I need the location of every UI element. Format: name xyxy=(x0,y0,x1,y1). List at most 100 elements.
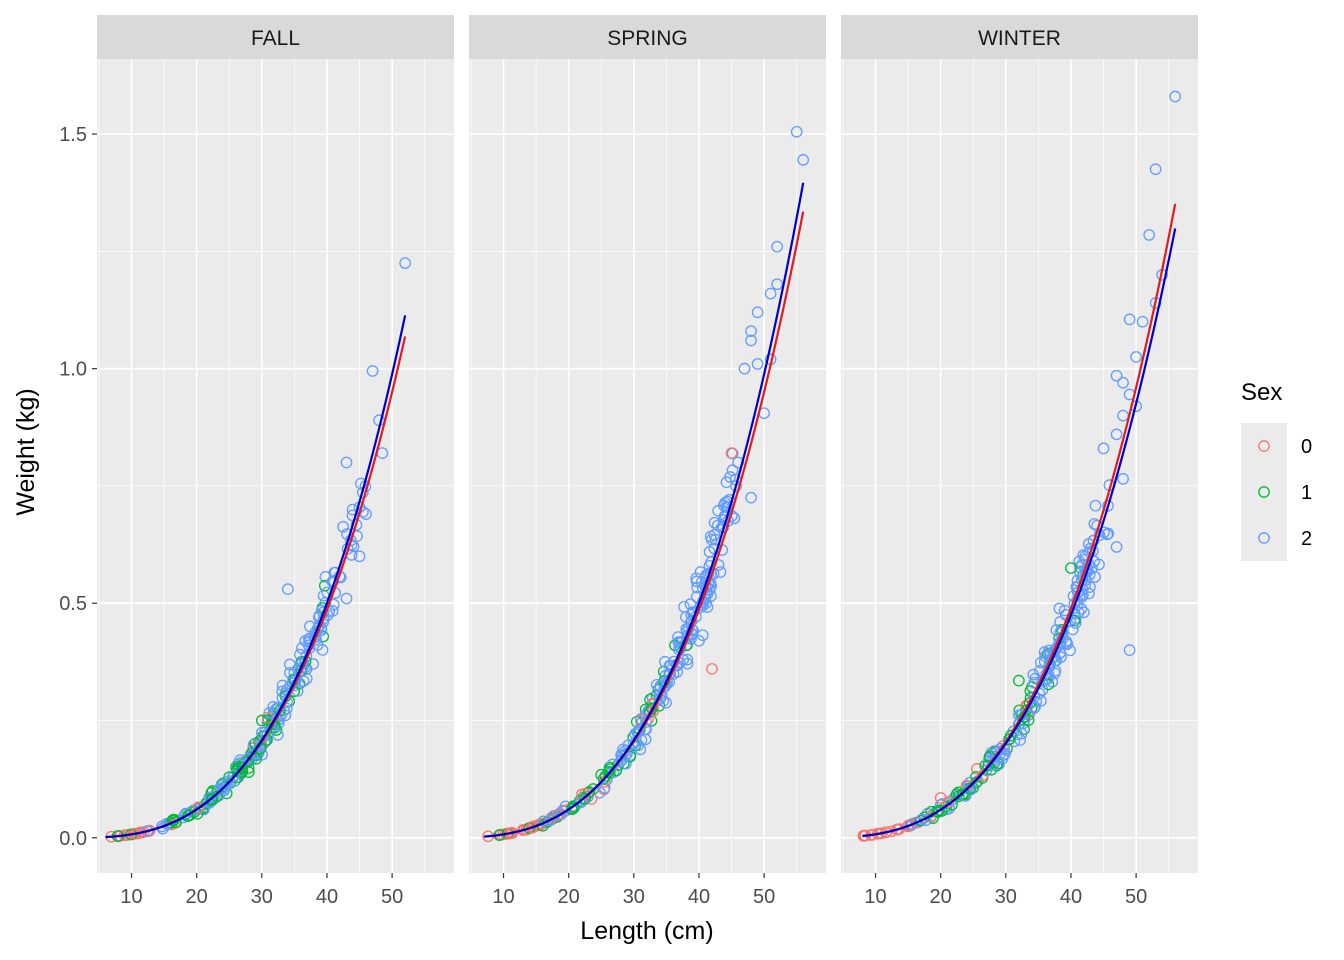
data-point xyxy=(1075,603,1088,615)
data-point xyxy=(526,821,538,834)
data-point xyxy=(156,820,168,833)
data-point xyxy=(1117,473,1129,485)
data-point xyxy=(1149,163,1162,176)
data-point xyxy=(708,529,721,541)
data-point xyxy=(751,306,764,319)
panel-spring: SPRING 10 20 30 40 50 xyxy=(469,15,826,908)
data-point xyxy=(764,287,777,300)
data-point xyxy=(1035,695,1047,707)
data-point xyxy=(1117,376,1129,389)
data-point xyxy=(294,648,306,661)
data-point xyxy=(932,806,944,818)
data-point xyxy=(963,782,976,795)
data-point xyxy=(1083,587,1095,600)
data-point xyxy=(399,257,411,269)
data-point xyxy=(631,726,644,739)
fit-line-blue xyxy=(483,182,805,838)
data-point xyxy=(635,734,648,747)
data-point xyxy=(1123,644,1136,656)
data-point xyxy=(659,655,671,668)
data-point xyxy=(751,358,764,370)
x-tick-label: 20 xyxy=(186,886,208,908)
x-tick-label: 10 xyxy=(864,886,886,908)
legend-label: 0 xyxy=(1301,436,1312,458)
data-point xyxy=(1110,369,1123,382)
data-point xyxy=(1130,351,1142,363)
data-point xyxy=(693,634,705,647)
data-point xyxy=(1084,581,1096,593)
data-point xyxy=(577,794,590,806)
x-tick-label: 40 xyxy=(316,886,338,908)
x-tick-label: 20 xyxy=(558,886,580,908)
data-point xyxy=(1042,678,1055,691)
data-point xyxy=(579,792,591,805)
data-point xyxy=(1015,727,1028,740)
data-point xyxy=(553,807,566,820)
data-point xyxy=(204,792,217,804)
data-point xyxy=(996,752,1009,765)
legend-key xyxy=(1241,423,1287,469)
data-point xyxy=(790,125,803,138)
data-point xyxy=(255,714,268,727)
data-point xyxy=(206,793,218,806)
data-point xyxy=(1169,90,1182,103)
data-point xyxy=(223,775,235,787)
data-point xyxy=(192,801,205,814)
facet-strip-label: SPRING xyxy=(607,27,688,50)
data-point xyxy=(706,663,718,675)
data-point xyxy=(952,790,965,803)
data-point xyxy=(934,792,947,804)
data-point xyxy=(337,520,349,533)
facet-strip xyxy=(469,15,826,59)
legend-key xyxy=(1241,515,1287,561)
data-point xyxy=(282,583,294,596)
data-point xyxy=(344,534,357,547)
data-point xyxy=(296,642,308,654)
data-point xyxy=(1077,606,1090,619)
data-point xyxy=(725,447,738,459)
legend-key xyxy=(1241,469,1287,515)
x-tick-label: 30 xyxy=(251,886,273,908)
data-point xyxy=(602,765,615,778)
data-point xyxy=(684,598,697,610)
legend-label: 2 xyxy=(1301,528,1312,550)
data-point xyxy=(366,365,379,377)
data-point xyxy=(1029,701,1041,713)
data-point xyxy=(714,566,727,578)
x-tick-label: 20 xyxy=(930,886,952,908)
data-point xyxy=(661,676,673,689)
data-point xyxy=(297,675,310,687)
fit-line-blue xyxy=(105,315,407,839)
data-point xyxy=(242,766,255,778)
data-point xyxy=(353,550,366,563)
y-tick-label: 0.5 xyxy=(59,593,87,615)
legend-symbol xyxy=(1258,440,1270,452)
fit-line-blue xyxy=(862,228,1177,838)
data-point xyxy=(1012,674,1025,687)
data-point xyxy=(283,666,296,679)
data-point xyxy=(184,809,197,821)
data-point xyxy=(890,823,903,836)
x-axis-title: Length (cm) xyxy=(580,917,713,945)
data-point xyxy=(568,801,580,814)
y-tick-label: 1.0 xyxy=(59,359,87,381)
data-point xyxy=(745,325,757,337)
data-point xyxy=(738,362,751,375)
data-point xyxy=(261,711,274,724)
x-tick-label: 40 xyxy=(1060,886,1082,908)
facet-strip-label: WINTER xyxy=(978,27,1061,50)
legend-title: Sex xyxy=(1241,379,1282,406)
data-point xyxy=(1027,668,1040,681)
data-point xyxy=(1089,499,1102,512)
x-tick-label: 50 xyxy=(381,886,403,908)
data-point xyxy=(660,696,672,709)
data-point xyxy=(1053,602,1066,615)
data-point xyxy=(340,592,353,605)
data-point xyxy=(1136,315,1149,328)
data-point xyxy=(771,278,783,291)
y-axis: 0.0 0.5 1.0 1.5 xyxy=(59,124,97,850)
data-point xyxy=(915,813,928,826)
data-point xyxy=(1143,229,1155,241)
x-tick-label: 10 xyxy=(492,886,514,908)
x-tick-label: 30 xyxy=(995,886,1017,908)
